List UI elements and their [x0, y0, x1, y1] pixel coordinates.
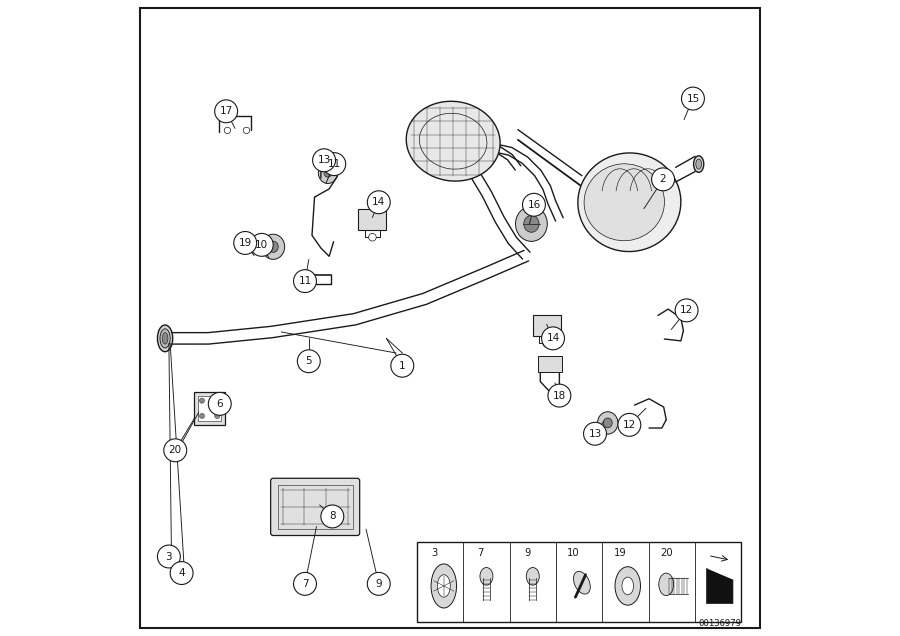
Circle shape [215, 398, 220, 403]
Text: 13: 13 [589, 429, 601, 439]
Circle shape [158, 545, 180, 568]
Circle shape [297, 350, 320, 373]
Text: 4: 4 [178, 568, 184, 578]
Circle shape [208, 392, 231, 415]
Text: 17: 17 [220, 106, 233, 116]
Circle shape [542, 327, 564, 350]
Text: 9: 9 [524, 548, 530, 558]
Ellipse shape [262, 234, 284, 259]
Text: 1: 1 [399, 361, 406, 371]
Circle shape [164, 439, 186, 462]
Ellipse shape [437, 575, 450, 597]
Circle shape [391, 354, 414, 377]
Bar [198, 396, 221, 421]
Circle shape [243, 127, 249, 134]
Ellipse shape [603, 418, 612, 428]
Circle shape [293, 572, 317, 595]
Circle shape [543, 340, 551, 347]
Bar [277, 485, 353, 529]
Ellipse shape [524, 216, 539, 232]
Ellipse shape [516, 206, 547, 241]
Circle shape [652, 168, 674, 191]
Circle shape [367, 191, 391, 214]
Circle shape [583, 422, 607, 445]
Circle shape [323, 153, 346, 176]
Circle shape [215, 100, 238, 123]
FancyBboxPatch shape [271, 478, 360, 536]
Ellipse shape [578, 153, 681, 252]
Ellipse shape [622, 577, 634, 595]
Text: 3: 3 [431, 548, 437, 558]
Text: 12: 12 [623, 420, 636, 430]
Circle shape [200, 413, 204, 418]
Bar [533, 315, 561, 336]
Circle shape [200, 398, 204, 403]
Circle shape [234, 232, 256, 254]
Text: 2: 2 [660, 174, 666, 184]
Ellipse shape [319, 163, 338, 183]
Ellipse shape [268, 241, 278, 252]
Text: 19: 19 [238, 238, 252, 248]
Text: 11: 11 [328, 159, 341, 169]
Ellipse shape [615, 567, 641, 605]
Ellipse shape [573, 571, 590, 594]
Ellipse shape [431, 564, 456, 608]
Text: 11: 11 [299, 276, 311, 286]
Circle shape [523, 193, 545, 216]
Text: 8: 8 [329, 511, 336, 522]
Text: 7: 7 [478, 548, 484, 558]
Bar [358, 209, 386, 230]
Ellipse shape [526, 567, 539, 585]
Text: 14: 14 [546, 333, 560, 343]
Ellipse shape [162, 333, 168, 344]
Polygon shape [706, 569, 733, 604]
Circle shape [250, 233, 274, 256]
Text: 9: 9 [375, 579, 382, 589]
Ellipse shape [158, 325, 173, 352]
Text: 10: 10 [567, 548, 580, 558]
Ellipse shape [694, 156, 704, 172]
Ellipse shape [160, 329, 170, 348]
Text: 7: 7 [302, 579, 309, 589]
Bar [417, 542, 742, 622]
Circle shape [548, 384, 571, 407]
Text: 5: 5 [305, 356, 312, 366]
Polygon shape [706, 569, 733, 579]
Text: 00136979: 00136979 [698, 619, 742, 628]
Circle shape [321, 505, 344, 528]
Circle shape [293, 270, 317, 293]
Text: 6: 6 [217, 399, 223, 409]
Ellipse shape [598, 411, 618, 434]
Ellipse shape [584, 164, 664, 240]
Circle shape [224, 127, 230, 134]
Circle shape [170, 562, 194, 584]
Circle shape [618, 413, 641, 436]
Ellipse shape [659, 573, 673, 595]
Text: 10: 10 [256, 240, 268, 250]
Text: 15: 15 [687, 93, 699, 104]
Text: 19: 19 [614, 548, 626, 558]
Ellipse shape [406, 101, 500, 181]
Text: 20: 20 [168, 445, 182, 455]
Circle shape [681, 87, 705, 110]
Text: 13: 13 [318, 155, 330, 165]
Circle shape [215, 413, 220, 418]
Text: 14: 14 [372, 197, 385, 207]
Text: 12: 12 [680, 305, 693, 315]
Circle shape [312, 149, 336, 172]
Bar [194, 392, 225, 425]
Text: 3: 3 [166, 551, 172, 562]
Circle shape [369, 233, 376, 241]
Ellipse shape [324, 169, 332, 177]
Circle shape [675, 299, 698, 322]
Text: 18: 18 [553, 391, 566, 401]
Text: 16: 16 [527, 200, 541, 210]
Text: 20: 20 [660, 548, 672, 558]
Bar [538, 356, 562, 372]
Circle shape [367, 572, 391, 595]
Ellipse shape [480, 567, 493, 585]
Ellipse shape [696, 159, 701, 169]
